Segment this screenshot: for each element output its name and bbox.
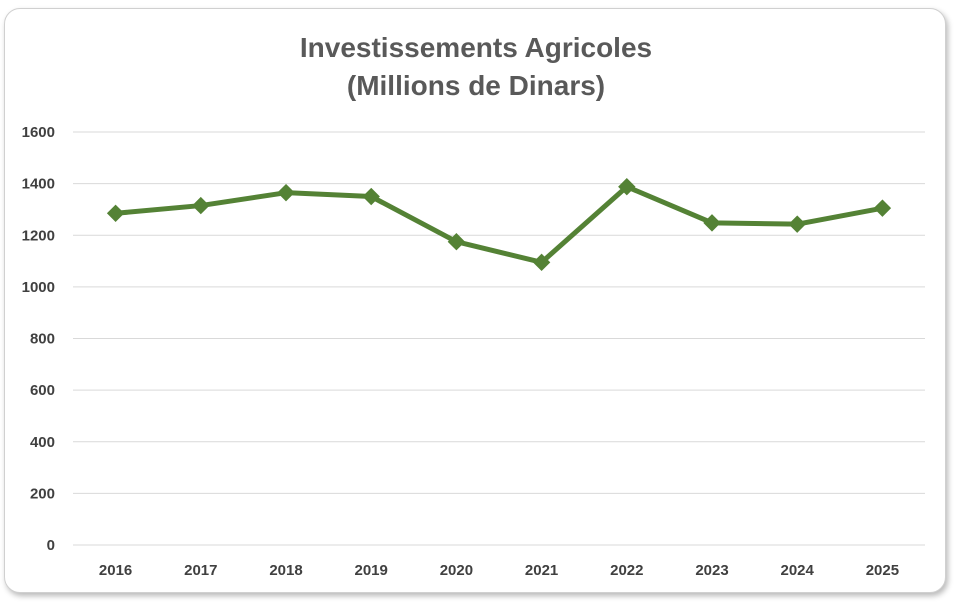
y-tick-label: 1000 (22, 279, 55, 296)
chart-title-line1: Investissements Agricoles (299, 32, 653, 63)
series-markers (106, 178, 892, 272)
series-line-layer (113, 184, 885, 265)
data-point-marker (192, 196, 210, 215)
chart-title: Investissements Agricoles (Millions de D… (0, 29, 952, 105)
x-tick-label: 2018 (269, 562, 302, 579)
y-tick-label: 1600 (22, 124, 55, 141)
gridlines (73, 131, 925, 546)
data-point-marker (618, 178, 636, 196)
y-tick-label: 0 (47, 537, 55, 554)
series-line (113, 184, 885, 265)
x-tick-label: 2019 (355, 562, 388, 579)
data-point-marker (703, 214, 721, 232)
x-tick-label: 2022 (610, 562, 643, 579)
chart-subtitle: (Millions de Dinars) (346, 70, 606, 101)
y-axis-tick-labels: 0 200 400 600 800 1000 1200 1400 1600 (22, 124, 55, 554)
data-point-marker (277, 183, 295, 202)
y-tick-label: 1400 (22, 176, 55, 193)
y-tick-label: 400 (30, 434, 55, 451)
x-tick-label: 2021 (525, 562, 558, 579)
x-tick-label: 2017 (184, 562, 217, 579)
y-tick-label: 200 (30, 485, 55, 502)
data-point-marker (362, 187, 380, 206)
y-tick-label: 600 (30, 382, 55, 399)
y-tick-label: 800 (30, 331, 55, 348)
chart-frame (4, 8, 946, 593)
x-tick-label: 2020 (440, 562, 473, 579)
data-point-marker (447, 232, 466, 251)
x-tick-label: 2025 (866, 562, 899, 579)
data-point-marker (532, 253, 551, 272)
x-axis-tick-labels: 2016 2017 2018 2019 2020 2021 2022 2023 2024 2025 (99, 562, 899, 579)
y-tick-label: 1200 (22, 227, 55, 244)
x-tick-label: 2023 (695, 562, 728, 579)
x-tick-label: 2016 (99, 562, 132, 579)
data-point-marker (106, 204, 125, 223)
x-tick-label: 2024 (781, 562, 815, 579)
data-point-marker (873, 199, 892, 217)
data-point-marker (788, 215, 806, 233)
